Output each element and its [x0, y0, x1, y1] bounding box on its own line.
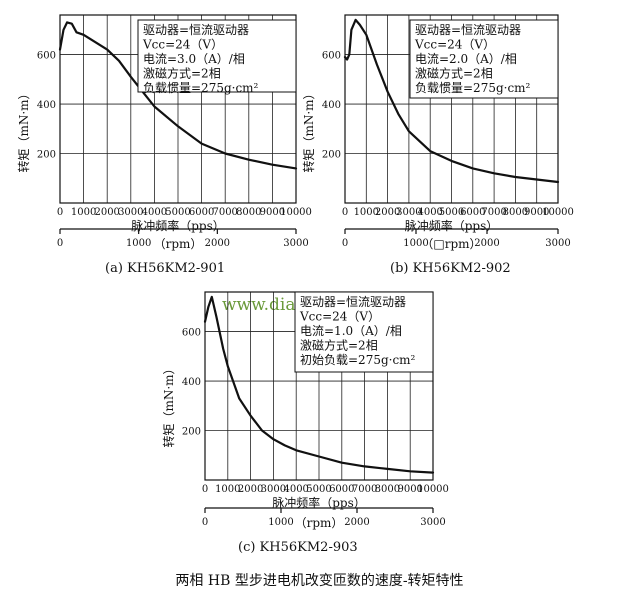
- rpm-tick-label: 3000: [420, 517, 445, 528]
- x-tick-label: 6000: [329, 484, 354, 495]
- rpm-axis-title: （rpm）: [154, 237, 203, 251]
- parameter-line: 激磁方式=2相: [415, 66, 493, 81]
- x-tick-label: 5000: [439, 207, 464, 218]
- x-tick-label: 8000: [503, 207, 528, 218]
- rpm-tick-label: 0: [57, 238, 63, 249]
- x-tick-label: 1000: [354, 207, 379, 218]
- x-tick-label: 9000: [397, 484, 422, 495]
- parameter-line: Vcc=24（V）: [142, 38, 223, 52]
- y-tick-label: 400: [37, 100, 56, 111]
- x-tick-label: 5000: [165, 207, 190, 218]
- y-axis-title: 转矩（mN·m）: [301, 87, 316, 172]
- torque-curve: [203, 295, 435, 474]
- parameter-line: 负载惯量=275g·cm²: [415, 80, 531, 95]
- x-tick-label: 2000: [94, 207, 119, 218]
- x-tick-label: 6000: [189, 207, 214, 218]
- x-tick-label: 7000: [212, 207, 237, 218]
- x-axis-title: 脉冲频率（pps）: [405, 218, 499, 233]
- x-tick-label: 2000: [375, 207, 400, 218]
- x-tick-label: 6000: [460, 207, 485, 218]
- y-tick-label: 600: [322, 51, 341, 62]
- parameter-line: 电流=3.0（A）/相: [143, 52, 245, 66]
- x-tick-label: 8000: [236, 207, 261, 218]
- x-tick-label: 3000: [261, 484, 286, 495]
- rpm-axis-title: （□rpm）: [421, 237, 481, 251]
- x-tick-label: 10000: [280, 207, 312, 218]
- y-tick-label: 400: [182, 377, 201, 388]
- rpm-tick-label: 2000: [205, 238, 230, 249]
- x-tick-label: 3000: [396, 207, 421, 218]
- x-tick-label: 9000: [524, 207, 549, 218]
- parameter-line: 负载惯量=275g·cm²: [143, 80, 259, 95]
- parameter-line: 驱动器=恒流驱动器: [300, 295, 406, 309]
- parameter-line: 初始负载=275g·cm²: [300, 353, 416, 367]
- x-tick-label: 2000: [238, 484, 263, 495]
- x-tick-label: 5000: [306, 484, 331, 495]
- y-tick-label: 200: [182, 427, 201, 438]
- rpm-tick-label: 0: [202, 517, 208, 528]
- parameter-box: [294, 291, 434, 373]
- x-tick-label: 9000: [260, 207, 285, 218]
- x-tick-label: 7000: [481, 207, 506, 218]
- x-axis-title: 脉冲频率（pps）: [272, 495, 366, 510]
- x-tick-label: 1000: [71, 207, 96, 218]
- rpm-tick-label: 1000: [126, 238, 151, 249]
- panel-caption: (a) KH56KM2-901: [105, 261, 225, 276]
- y-tick-label: 600: [37, 51, 56, 62]
- parameter-line: 驱动器=恒流驱动器: [415, 23, 521, 37]
- x-tick-label: 7000: [352, 484, 377, 495]
- x-tick-label: 10000: [542, 207, 574, 218]
- x-tick-label: 8000: [375, 484, 400, 495]
- rpm-tick-label: 3000: [545, 238, 570, 249]
- parameter-line: Vcc=24（V）: [299, 310, 380, 324]
- parameter-line: 激磁方式=2相: [143, 66, 221, 81]
- x-tick-label: 0: [202, 484, 208, 495]
- plot-frame: [344, 14, 559, 204]
- x-tick-label: 4000: [142, 207, 167, 218]
- x-tick-label: 0: [57, 207, 63, 218]
- rpm-tick-label: 1000: [403, 238, 428, 249]
- torque-curve: [58, 21, 298, 170]
- rpm-tick-label: 2000: [344, 517, 369, 528]
- torque-curve: [343, 18, 560, 184]
- plot-frame: [59, 14, 297, 204]
- figure-caption: 两相 HB 型步进电机改变匝数的速度-转矩特性: [175, 573, 464, 589]
- y-axis-title: 转矩（mN·m）: [161, 362, 176, 447]
- rpm-tick-label: 1000: [268, 517, 293, 528]
- y-tick-label: 400: [322, 100, 341, 111]
- panel-caption: (c) KH56KM2-903: [238, 540, 358, 555]
- rpm-tick-label: 0: [342, 238, 348, 249]
- x-tick-label: 0: [342, 207, 348, 218]
- parameter-line: 电流=1.0（A）/相: [300, 324, 402, 338]
- parameter-box: [137, 19, 297, 93]
- y-tick-label: 200: [37, 150, 56, 161]
- x-tick-label: 10000: [417, 484, 449, 495]
- x-tick-label: 4000: [283, 484, 308, 495]
- parameter-line: 电流=2.0（A）/相: [415, 52, 517, 66]
- parameter-line: 激磁方式=2相: [300, 338, 378, 353]
- rpm-tick-label: 2000: [474, 238, 499, 249]
- panel-caption: (b) KH56KM2-902: [390, 261, 511, 276]
- parameter-line: 驱动器=恒流驱动器: [143, 23, 249, 37]
- x-tick-label: 1000: [215, 484, 240, 495]
- rpm-axis-title: （rpm）: [295, 516, 344, 530]
- parameter-line: Vcc=24（V）: [414, 38, 495, 52]
- x-tick-label: 4000: [417, 207, 442, 218]
- x-axis-title: 脉冲频率（pps）: [131, 218, 225, 233]
- y-axis-title: 转矩（mN·m）: [16, 87, 31, 172]
- y-tick-label: 200: [322, 150, 341, 161]
- y-tick-label: 600: [182, 328, 201, 339]
- rpm-tick-label: 3000: [283, 238, 308, 249]
- parameter-box: [409, 19, 559, 99]
- x-tick-label: 3000: [118, 207, 143, 218]
